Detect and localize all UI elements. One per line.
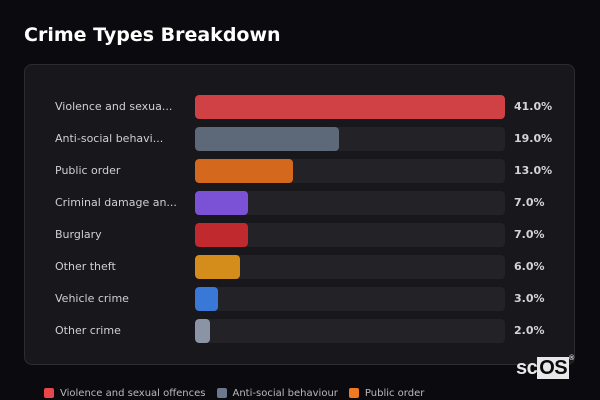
bar-row: Burglary 7.0% [25,223,574,247]
bar-track [195,159,505,183]
legend-swatch-icon [216,388,227,398]
watermark-prefix: sc [516,357,538,379]
bar-label: Criminal damage an... [55,196,177,209]
bar-label: Burglary [55,228,102,241]
chart-legend: Violence and sexual offences Anti-social … [44,386,435,400]
bar-fill[interactable] [195,287,218,311]
bar-row: Public order 13.0% [25,159,574,183]
bar-value: 3.0% [514,292,545,305]
bar-label: Anti-social behavi... [55,132,164,145]
bar-fill[interactable] [195,223,248,247]
bar-label: Public order [55,164,121,177]
bar-value: 7.0% [514,196,545,209]
bar-fill[interactable] [195,191,248,215]
bar-value: 13.0% [514,164,553,177]
legend-swatch-icon [44,388,54,398]
bar-label: Other crime [55,324,121,337]
registered-mark: ® [569,355,574,362]
bar-fill[interactable] [195,319,210,343]
bar-row: Criminal damage an... 7.0% [25,191,574,215]
legend-item[interactable]: Anti-social behaviour [216,387,338,399]
chart-panel: Violence and sexua... 41.0% Anti-social be… [24,64,575,365]
bar-track [195,223,505,247]
bar-label: Vehicle crime [55,292,129,305]
bar-row: Violence and sexua... 41.0% [25,95,574,119]
bar-row: Other theft 6.0% [25,255,574,279]
legend-item[interactable]: Violence and sexual offences [44,388,206,399]
bar-track [195,287,505,311]
watermark-highlight: OS [537,357,570,379]
bar-value: 7.0% [514,228,545,241]
bar-label: Violence and sexua... [55,100,173,113]
bar-track [195,95,505,119]
bar-track [195,127,505,151]
bar-track [195,319,505,343]
legend-item[interactable]: Public order [348,387,425,399]
bar-fill[interactable] [195,255,240,279]
bar-row: Anti-social behavi... 19.0% [25,127,574,151]
bar-value: 19.0% [514,132,553,145]
bar-value: 41.0% [514,100,553,113]
bar-fill[interactable] [195,127,339,151]
bar-track [195,191,505,215]
bar-label: Other theft [55,260,116,273]
bar-fill[interactable] [195,95,505,119]
bar-fill[interactable] [195,159,293,183]
watermark-logo: sc OS ® [516,355,574,380]
bar-row: Other crime 2.0% [25,319,574,343]
legend-swatch-icon [348,388,359,398]
legend-label: Violence and sexual offences [60,387,206,399]
bar-row: Vehicle crime 3.0% [25,287,574,311]
legend-label: Public order [364,387,425,399]
legend-label: Anti-social behaviour [232,387,338,399]
chart-title: Crime Types Breakdown [24,24,281,46]
bar-value: 2.0% [514,324,545,337]
bar-value: 6.0% [514,260,545,273]
bar-track [195,255,505,279]
